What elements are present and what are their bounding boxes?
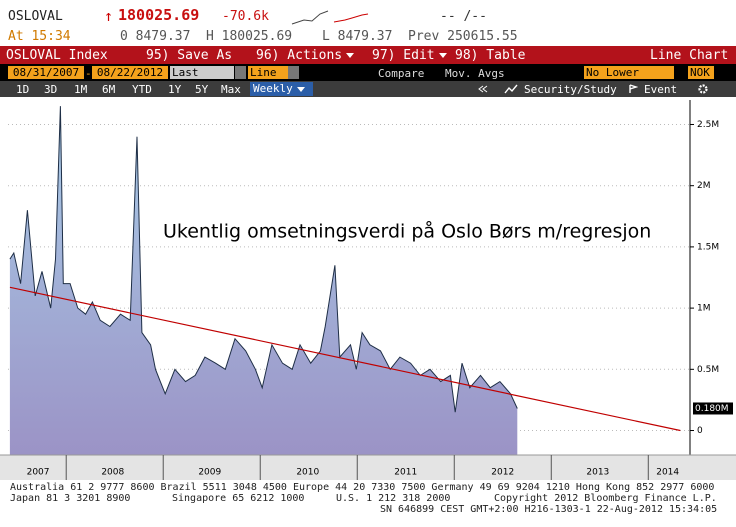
y-tick-label: 2.5M [697, 120, 719, 130]
x-tick-label: 2013 [586, 468, 609, 478]
mov-avgs[interactable]: Mov. Avgs [445, 67, 505, 80]
style-dropdown[interactable] [288, 66, 299, 79]
range-button[interactable]: 5Y [195, 83, 209, 96]
high: H 180025.69 [206, 29, 293, 44]
range-button[interactable]: 1M [74, 83, 88, 96]
range-button[interactable]: 1D [16, 83, 30, 96]
compare[interactable]: Compare [378, 67, 425, 80]
settings-icon[interactable] [697, 83, 709, 95]
x-tick-label: 2011 [394, 468, 417, 478]
range-button[interactable]: 3D [44, 83, 58, 96]
x-tick-label: 2012 [491, 468, 514, 478]
event[interactable]: Event [644, 83, 678, 96]
low: L 8479.37 [322, 29, 393, 44]
security-name: OSLOVAL Index [6, 48, 108, 63]
x-tick-label: 2007 [27, 468, 50, 478]
open: 0 8479.37 [120, 29, 191, 44]
y-tick-label: 2M [697, 181, 711, 191]
lower-chart[interactable]: No Lower Chart [584, 66, 674, 92]
toolbar: Weekly Security/Study Event 1D 3D 1M 6M YTD 1… [0, 81, 736, 97]
period-label: Weekly [253, 82, 293, 95]
event-icon [629, 84, 638, 93]
annotation: Ukentlig omsetningsverdi på Oslo Børs m/… [163, 220, 651, 243]
range-button[interactable]: 1Y [168, 83, 182, 96]
field[interactable]: Last Price [170, 66, 234, 92]
menu-label: 97) Edit [372, 48, 435, 63]
date-dash: - [85, 67, 92, 80]
footer-line: Singapore 65 6212 1000 [172, 493, 305, 504]
area [9, 106, 518, 455]
footer-line: Australia 61 2 9777 8600 Brazil 5511 304… [10, 482, 715, 493]
last-value-box [693, 402, 733, 415]
study-icon [504, 84, 518, 94]
menu-item[interactable]: 96) Actions [256, 48, 355, 63]
prev: Prev 250615.55 [408, 29, 518, 44]
field-dropdown[interactable] [235, 66, 246, 79]
x-tick-label: 2009 [198, 468, 221, 478]
security-study[interactable]: Security/Study [524, 83, 617, 96]
style[interactable]: Line [248, 66, 288, 79]
end-date[interactable]: 08/22/2012 [92, 66, 168, 79]
dropdown-icon [346, 53, 355, 58]
ticker: OSLOVAL [8, 9, 63, 24]
start-date[interactable]: 08/31/2007 [8, 66, 84, 79]
footer: Australia 61 2 9777 8600 Brazil 5511 304… [0, 480, 736, 527]
currency[interactable]: NOK [688, 66, 714, 79]
dropdown-icon [296, 86, 305, 92]
line [9, 106, 518, 413]
footer-line: Copyright 2012 Bloomberg Finance L.P. [494, 493, 717, 504]
menu-bar: OSLOVAL Index 95) Save As 96) Actions 97… [0, 46, 736, 64]
range-button[interactable]: Max [221, 83, 241, 96]
menu-item[interactable]: 98) Table [455, 48, 526, 63]
last-price: 180025.69 [118, 6, 200, 24]
sparkline [291, 10, 369, 25]
menu-label: 96) Actions [256, 48, 343, 63]
range-button[interactable]: 6M [102, 83, 116, 96]
x-tick-label: 2010 [296, 468, 319, 478]
footer-line: SN 646899 CEST GMT+2:00 H216-1303-1 22-A… [380, 504, 718, 515]
period[interactable]: Weekly [250, 82, 313, 96]
last-value-label: 0.180M [695, 404, 729, 414]
footer-line: U.S. 1 212 318 2000 [336, 493, 451, 504]
collapse-icon[interactable] [478, 85, 488, 93]
regression-line [9, 286, 681, 432]
range-button[interactable]: YTD [132, 83, 152, 96]
x-tick-label: 2014 [656, 468, 679, 478]
y-tick-label: 0 [697, 426, 703, 436]
y-tick-label: 0.5M [697, 365, 719, 375]
x-axis-strip [0, 455, 736, 480]
footer-line: Japan 81 3 3201 8900 [10, 493, 131, 504]
menu-item[interactable]: 95) Save As [146, 48, 233, 63]
time: At 15:34 [8, 29, 71, 44]
y-tick-label: 1M [697, 304, 711, 314]
y-tick-label: 1.5M [697, 242, 719, 252]
chart-type: Line Chart [650, 48, 729, 63]
bid-ask: -- /-- [440, 9, 487, 24]
settings-bar: 08/31/2007 - 08/22/2012 Last Price Line … [0, 64, 736, 92]
change: -70.6k [222, 9, 269, 24]
menu-item[interactable]: 97) Edit [372, 49, 447, 62]
dropdown-icon [438, 53, 447, 58]
chart: 0.180M 0 0.5M 1M 1.5M 2M 2.5M 2007 2008 2009 2010 2… [0, 100, 736, 480]
arrow: ↑ [104, 7, 114, 25]
x-tick-label: 2008 [101, 468, 124, 478]
